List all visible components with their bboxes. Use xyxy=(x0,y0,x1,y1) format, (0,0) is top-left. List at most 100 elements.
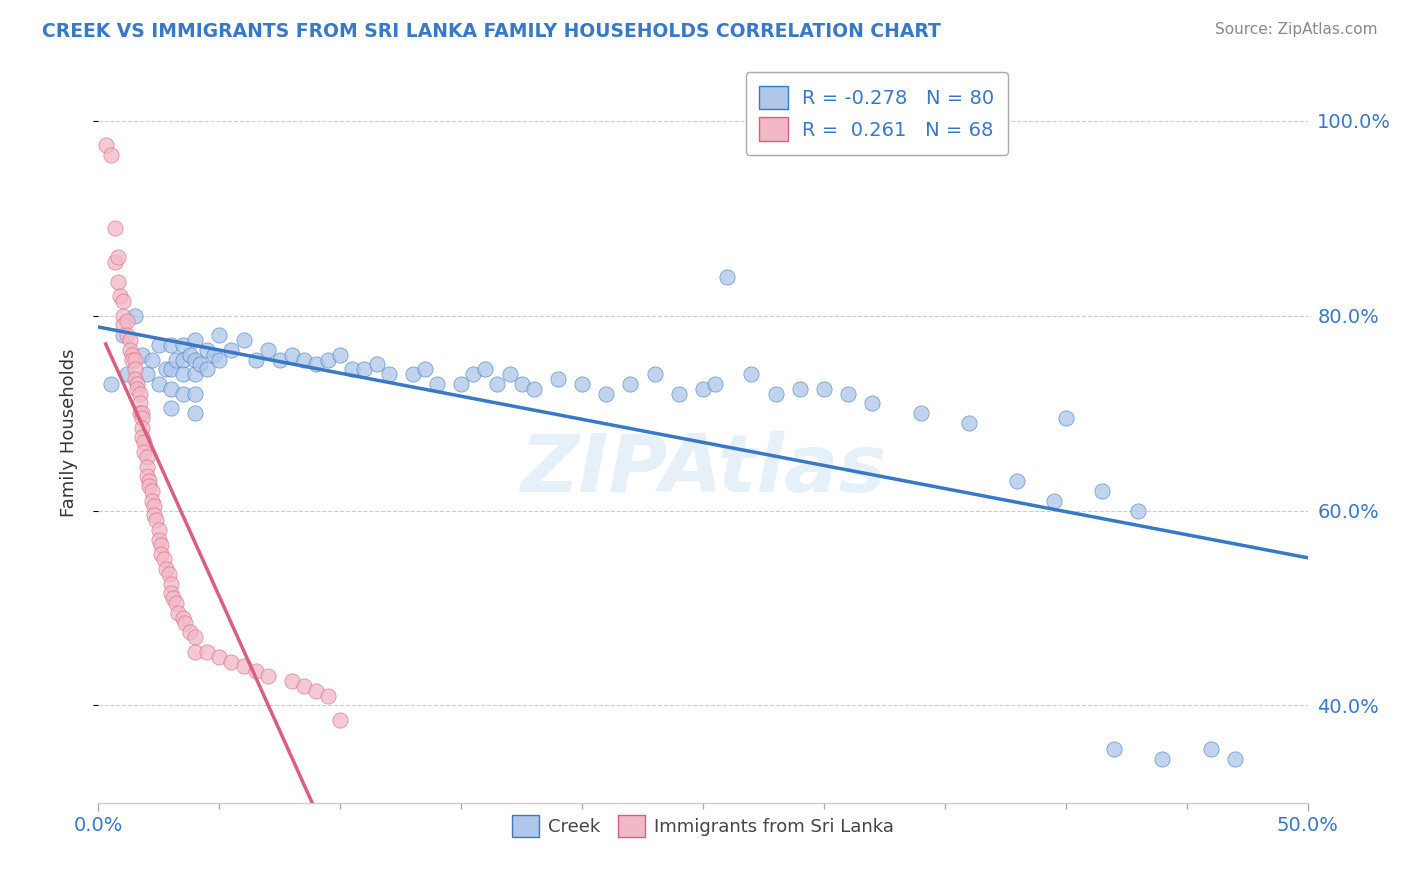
Point xyxy=(141,493,163,508)
Point xyxy=(131,430,153,444)
Point xyxy=(184,352,207,367)
Point xyxy=(179,348,201,362)
Point xyxy=(111,328,134,343)
Point xyxy=(145,513,167,527)
Point xyxy=(94,138,117,153)
Point xyxy=(155,362,177,376)
Point xyxy=(124,372,146,386)
Point xyxy=(1128,503,1150,517)
Point xyxy=(292,679,315,693)
Point xyxy=(195,362,218,376)
Point xyxy=(117,328,139,343)
Point xyxy=(463,367,485,381)
Point xyxy=(1054,411,1077,425)
Point xyxy=(740,367,762,381)
Point xyxy=(117,313,139,327)
Point xyxy=(121,352,143,367)
Point xyxy=(269,352,291,367)
Point xyxy=(131,348,153,362)
Point xyxy=(232,659,254,673)
Point xyxy=(184,386,207,401)
Point xyxy=(111,309,134,323)
Text: CREEK VS IMMIGRANTS FROM SRI LANKA FAMILY HOUSEHOLDS CORRELATION CHART: CREEK VS IMMIGRANTS FROM SRI LANKA FAMIL… xyxy=(42,22,941,41)
Point xyxy=(152,552,174,566)
Point xyxy=(426,376,449,391)
Point xyxy=(704,376,727,391)
Point xyxy=(160,576,183,591)
Y-axis label: Family Households: Family Households xyxy=(59,349,77,516)
Point xyxy=(117,367,139,381)
Point xyxy=(160,401,183,416)
Point xyxy=(138,475,160,489)
Point xyxy=(127,382,149,396)
Point xyxy=(124,352,146,367)
Point xyxy=(644,367,666,381)
Point xyxy=(172,386,194,401)
Point xyxy=(128,396,150,410)
Point xyxy=(135,450,157,464)
Point xyxy=(860,396,883,410)
Point xyxy=(450,376,472,391)
Point xyxy=(619,376,641,391)
Point xyxy=(138,479,160,493)
Point xyxy=(108,289,131,303)
Point xyxy=(107,250,129,264)
Point xyxy=(547,372,569,386)
Point xyxy=(184,333,207,347)
Point xyxy=(837,386,859,401)
Point xyxy=(221,343,243,357)
Point xyxy=(134,445,156,459)
Point xyxy=(184,645,207,659)
Point xyxy=(789,382,811,396)
Point xyxy=(143,499,166,513)
Text: ZIPAtlas: ZIPAtlas xyxy=(520,431,886,508)
Point xyxy=(165,352,187,367)
Point xyxy=(100,376,122,391)
Point xyxy=(111,318,134,333)
Point xyxy=(184,367,207,381)
Point xyxy=(141,352,163,367)
Point xyxy=(150,538,173,552)
Point xyxy=(208,352,231,367)
Point xyxy=(281,673,304,688)
Point xyxy=(765,386,787,401)
Point xyxy=(1091,484,1114,499)
Point xyxy=(100,148,122,162)
Point xyxy=(184,630,207,644)
Point xyxy=(124,309,146,323)
Point xyxy=(402,367,425,381)
Point xyxy=(692,382,714,396)
Point xyxy=(1223,752,1246,766)
Point xyxy=(316,352,339,367)
Point xyxy=(195,343,218,357)
Point xyxy=(131,411,153,425)
Point xyxy=(329,713,352,727)
Point xyxy=(160,586,183,600)
Point xyxy=(1042,493,1064,508)
Point xyxy=(232,333,254,347)
Point xyxy=(342,362,364,376)
Point xyxy=(104,221,127,235)
Point xyxy=(131,406,153,420)
Point xyxy=(155,562,177,576)
Point xyxy=(195,645,218,659)
Point xyxy=(1102,742,1125,756)
Point xyxy=(256,669,278,683)
Point xyxy=(148,533,170,547)
Text: Source: ZipAtlas.com: Source: ZipAtlas.com xyxy=(1215,22,1378,37)
Point xyxy=(111,294,134,309)
Point xyxy=(305,358,328,372)
Point xyxy=(107,275,129,289)
Point xyxy=(124,362,146,376)
Point xyxy=(128,406,150,420)
Point xyxy=(329,348,352,362)
Point xyxy=(316,689,339,703)
Legend: Creek, Immigrants from Sri Lanka: Creek, Immigrants from Sri Lanka xyxy=(503,805,903,846)
Point xyxy=(498,367,520,381)
Point xyxy=(135,367,157,381)
Point xyxy=(813,382,835,396)
Point xyxy=(245,665,267,679)
Point xyxy=(716,269,738,284)
Point xyxy=(157,566,180,581)
Point xyxy=(377,367,399,381)
